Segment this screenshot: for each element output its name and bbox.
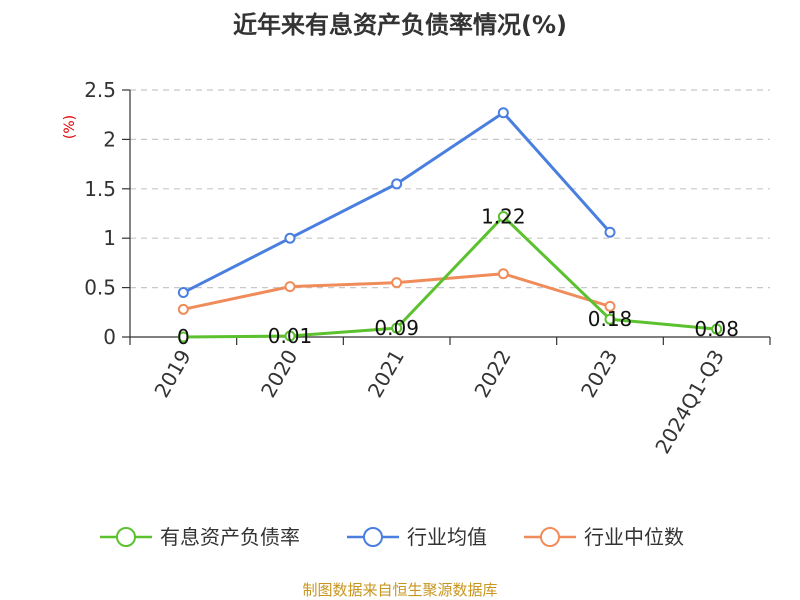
- legend-label-0: 有息资产负债率: [160, 525, 300, 549]
- series-1-point: [177, 287, 189, 299]
- series-0-point: [177, 331, 189, 343]
- legend-marker-1: [363, 527, 383, 547]
- x-tick-label: 2024Q1-Q3: [650, 346, 729, 458]
- y-tick-label: 1.5: [84, 177, 116, 201]
- series-0-point: [284, 330, 296, 342]
- x-tick-label: 2023: [576, 346, 622, 402]
- data-label: 0: [177, 325, 190, 349]
- x-tick-label: 2022: [469, 346, 515, 402]
- data-label: 1.22: [481, 204, 526, 228]
- y-tick-label: 1: [103, 226, 116, 250]
- data-label: 0.09: [374, 316, 419, 340]
- axes: 0 0.5 1 1.5 2 2.5 2019 2020 2021 2022 2023 2024Q1-Q…: [84, 78, 771, 458]
- gridlines: [130, 89, 770, 289]
- y-tick-label: 2.5: [84, 78, 116, 102]
- legend-marker-0: [116, 527, 136, 547]
- series-0-point: [497, 210, 509, 222]
- series-1-point: [284, 232, 296, 244]
- series-0-point: [711, 323, 723, 335]
- data-label: 0.08: [694, 317, 739, 341]
- y-tick-label: 2: [103, 127, 116, 151]
- x-tick-label: 2020: [256, 346, 302, 402]
- x-tick-label: 2019: [149, 346, 195, 402]
- data-label: 0.18: [588, 307, 633, 331]
- legend: 有息资产负债率 行业均值 行业中位数: [100, 525, 684, 549]
- series-2-point: [177, 303, 189, 315]
- source-note: 制图数据来自恒生聚源数据库: [302, 581, 497, 599]
- series-0-point: [604, 313, 616, 325]
- series-2-point: [497, 268, 509, 280]
- series-0-point: [391, 322, 403, 334]
- legend-label-1: 行业均值: [407, 525, 487, 549]
- series-1-point: [604, 226, 616, 238]
- y-axis-label: (%): [62, 115, 78, 139]
- chart-title: 近年来有息资产负债率情况(%): [233, 11, 567, 39]
- series-1-point: [391, 178, 403, 190]
- data-label: 0.01: [268, 324, 313, 348]
- series-group: 0 0.01 0.09 1.22 0.18 0.08: [177, 107, 739, 349]
- legend-marker-2: [540, 527, 560, 547]
- legend-label-2: 行业中位数: [584, 525, 684, 549]
- series-2-point: [391, 277, 403, 289]
- y-tick-label: 0.5: [84, 276, 116, 300]
- series-1-point: [497, 107, 509, 119]
- series-2-point: [604, 300, 616, 312]
- series-2-point: [284, 281, 296, 293]
- y-tick-label: 0: [103, 325, 116, 349]
- x-tick-label: 2021: [363, 346, 409, 402]
- series-0-line: [183, 214, 717, 339]
